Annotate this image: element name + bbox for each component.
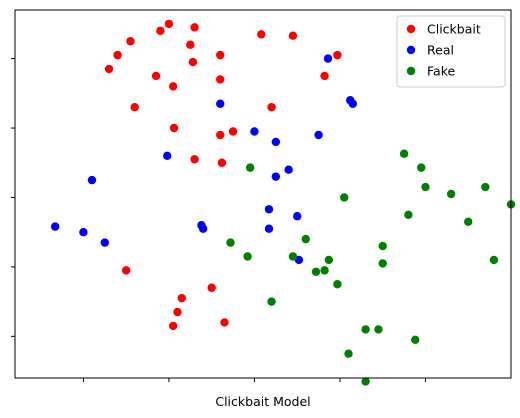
clickbait-point <box>121 266 131 275</box>
clickbait-point <box>188 57 198 67</box>
legend-marker-clickbait <box>406 24 416 34</box>
fake-point <box>399 149 409 158</box>
clickbait-point <box>169 123 179 133</box>
clickbait-point <box>207 283 216 292</box>
real-point <box>348 99 357 108</box>
clickbait-point <box>104 64 114 74</box>
fake-point <box>311 267 321 276</box>
clickbait-point <box>320 71 329 81</box>
real-point <box>250 127 259 136</box>
fake-point <box>446 189 456 199</box>
legend-box <box>396 15 506 88</box>
fake-point <box>288 252 298 261</box>
fake-point <box>481 182 490 192</box>
clickbait-point <box>333 50 342 60</box>
real-point <box>293 212 302 221</box>
fake-point <box>344 349 353 358</box>
clickbait-point <box>216 50 225 60</box>
legend-label-fake: Fake <box>427 64 455 79</box>
real-point <box>271 137 281 147</box>
legend-label-clickbait: Clickbait <box>427 22 481 37</box>
fake-point <box>411 335 420 345</box>
clickbait-point <box>130 103 139 112</box>
fake-point <box>245 163 255 172</box>
real-point <box>284 165 293 174</box>
fake-point <box>361 325 370 334</box>
fake-point <box>320 266 329 275</box>
clickbait-point <box>190 155 199 164</box>
fake-point <box>421 182 430 192</box>
fake-point <box>489 255 499 265</box>
fake-point <box>301 234 310 244</box>
clickbait-point <box>220 318 229 327</box>
clickbait-point <box>228 127 238 136</box>
real-point <box>264 224 274 233</box>
real-point <box>264 205 274 214</box>
fake-point <box>361 377 370 386</box>
axes-frame <box>14 9 512 379</box>
fake-point <box>226 238 235 247</box>
real-point <box>50 222 60 231</box>
fake-point <box>267 297 276 306</box>
real-point <box>79 227 88 237</box>
fake-point <box>378 241 387 251</box>
ticks-layer <box>11 58 426 382</box>
clickbait-point <box>156 26 165 36</box>
clickbait-point <box>173 307 182 317</box>
clickbait-point <box>186 40 195 49</box>
clickbait-point <box>216 75 225 84</box>
real-point <box>216 99 225 108</box>
clickbait-point <box>113 50 122 60</box>
fake-point <box>243 252 252 261</box>
fake-point <box>374 325 383 334</box>
legend-label-real: Real <box>427 43 454 58</box>
real-point <box>198 224 208 233</box>
legend-marker-real <box>406 45 416 55</box>
fake-point <box>378 259 387 268</box>
real-point <box>314 130 323 140</box>
fake-point <box>340 193 349 202</box>
clickbait-point <box>288 31 298 40</box>
fake-point <box>417 163 426 172</box>
fake-point <box>324 255 334 265</box>
clickbait-point <box>126 37 135 46</box>
clickbait-point <box>177 293 186 303</box>
real-point <box>163 151 172 161</box>
legend: Clickbait Real Fake <box>396 15 506 88</box>
real-point <box>87 175 97 185</box>
clickbait-point <box>216 130 225 140</box>
clickbait-point <box>217 158 227 167</box>
fake-point <box>333 280 342 289</box>
clickbait-point <box>267 103 276 112</box>
clickbait-point <box>190 23 199 32</box>
clickbait-point <box>257 30 266 39</box>
clickbait-point <box>164 19 174 29</box>
real-point <box>323 54 333 63</box>
x-axis-label: Clickbait Model <box>215 394 310 409</box>
clickbait-point <box>169 82 178 91</box>
real-point <box>100 238 109 247</box>
clickbait-point <box>151 71 161 81</box>
fake-point <box>404 210 413 220</box>
legend-marker-fake <box>406 66 416 76</box>
clickbait-point <box>169 321 178 331</box>
real-point <box>271 172 281 181</box>
points-layer <box>50 19 516 386</box>
fake-point <box>464 217 473 226</box>
